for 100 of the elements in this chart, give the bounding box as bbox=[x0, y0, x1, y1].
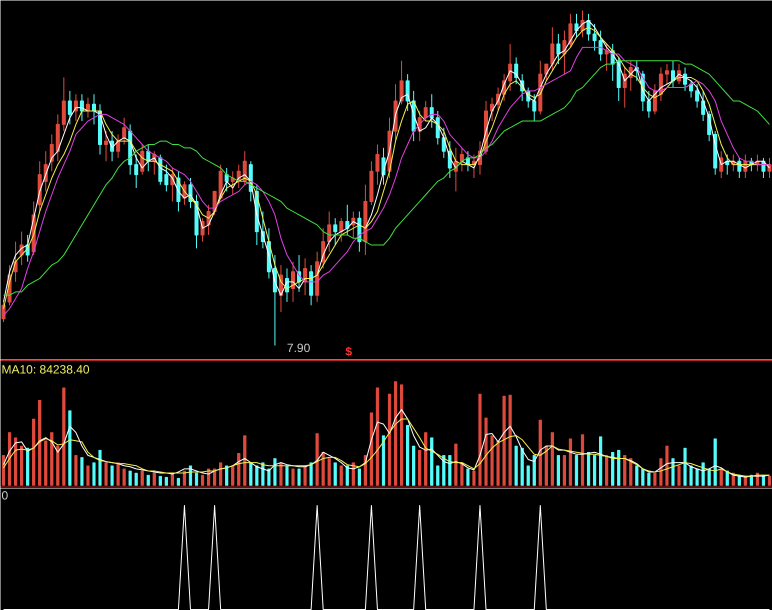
candlestick bbox=[400, 60, 404, 105]
bar bbox=[346, 465, 349, 486]
candlestick bbox=[436, 110, 440, 145]
bar bbox=[122, 468, 126, 486]
bar bbox=[328, 458, 331, 486]
bar bbox=[152, 472, 156, 486]
bar bbox=[316, 433, 319, 486]
bar bbox=[231, 465, 234, 486]
bar bbox=[502, 396, 506, 486]
bar bbox=[514, 446, 518, 486]
bar bbox=[104, 462, 108, 486]
bar bbox=[44, 440, 48, 486]
bar bbox=[647, 472, 650, 486]
bar bbox=[623, 455, 626, 486]
bar bbox=[285, 465, 289, 486]
bar bbox=[219, 462, 222, 486]
bar bbox=[26, 448, 30, 486]
bar bbox=[653, 472, 656, 486]
text: MA10: 84238.40 bbox=[2, 362, 90, 376]
bar bbox=[768, 476, 772, 486]
bar bbox=[720, 468, 723, 486]
bar bbox=[249, 462, 252, 486]
annotation: 7.90 bbox=[286, 341, 311, 355]
bar bbox=[436, 465, 440, 486]
bar bbox=[334, 462, 337, 486]
bar bbox=[164, 476, 168, 486]
candlestick bbox=[104, 130, 108, 162]
bar bbox=[376, 387, 380, 486]
bar bbox=[146, 474, 150, 486]
bar bbox=[448, 455, 452, 486]
bar bbox=[538, 420, 542, 486]
candlestick bbox=[550, 26, 554, 72]
bar bbox=[424, 432, 428, 486]
bar bbox=[110, 465, 114, 486]
candlestick bbox=[695, 84, 700, 108]
bar bbox=[352, 462, 355, 486]
candlestick bbox=[508, 44, 512, 92]
candlestick bbox=[701, 90, 706, 122]
bar bbox=[714, 438, 717, 486]
bar bbox=[508, 394, 512, 486]
bar bbox=[556, 455, 560, 486]
candlestick bbox=[333, 218, 338, 246]
bar bbox=[128, 470, 132, 486]
bar bbox=[635, 465, 638, 486]
bar bbox=[140, 470, 144, 486]
bar bbox=[592, 455, 596, 486]
annotation: $ bbox=[345, 344, 352, 358]
bar bbox=[14, 437, 18, 486]
bar bbox=[617, 450, 620, 486]
bar bbox=[200, 474, 204, 486]
bar bbox=[194, 472, 198, 486]
bar bbox=[237, 453, 240, 486]
text: 0 bbox=[2, 488, 8, 502]
candlestick bbox=[122, 117, 126, 145]
candlestick bbox=[424, 100, 428, 122]
bar bbox=[62, 387, 66, 486]
bar bbox=[490, 435, 494, 486]
bar bbox=[599, 436, 602, 486]
bar bbox=[394, 381, 398, 486]
bar bbox=[641, 468, 644, 486]
candlestick bbox=[375, 144, 380, 186]
candlestick bbox=[134, 154, 138, 189]
bar bbox=[412, 446, 416, 486]
candlestick bbox=[598, 30, 603, 62]
bar bbox=[702, 462, 705, 486]
bar bbox=[134, 472, 138, 486]
bar bbox=[472, 470, 476, 486]
candlestick bbox=[556, 33, 560, 65]
candlestick bbox=[532, 94, 536, 122]
bar bbox=[182, 470, 186, 486]
bar bbox=[568, 438, 572, 486]
candlestick bbox=[544, 64, 548, 82]
bar bbox=[400, 384, 404, 486]
bar bbox=[382, 435, 386, 486]
bar bbox=[225, 465, 228, 486]
bar bbox=[520, 448, 524, 486]
bar bbox=[358, 468, 361, 486]
bar bbox=[261, 462, 264, 486]
bar bbox=[388, 394, 392, 486]
candlestick bbox=[50, 134, 54, 172]
bar bbox=[460, 462, 464, 486]
bar bbox=[605, 455, 608, 486]
bar bbox=[68, 410, 72, 486]
bar bbox=[442, 455, 446, 486]
candlestick bbox=[689, 80, 694, 98]
bar bbox=[611, 452, 614, 486]
bar bbox=[726, 470, 729, 486]
bar bbox=[580, 434, 584, 486]
bar bbox=[677, 465, 681, 486]
candlestick bbox=[646, 90, 651, 118]
bar bbox=[708, 468, 711, 486]
bar bbox=[291, 468, 295, 486]
bar bbox=[689, 465, 693, 486]
candlestick bbox=[309, 264, 314, 306]
candlestick bbox=[592, 23, 597, 52]
bar bbox=[496, 440, 500, 486]
bar bbox=[56, 446, 60, 486]
bar bbox=[526, 465, 530, 486]
bar bbox=[659, 458, 663, 486]
candlestick bbox=[62, 77, 66, 132]
